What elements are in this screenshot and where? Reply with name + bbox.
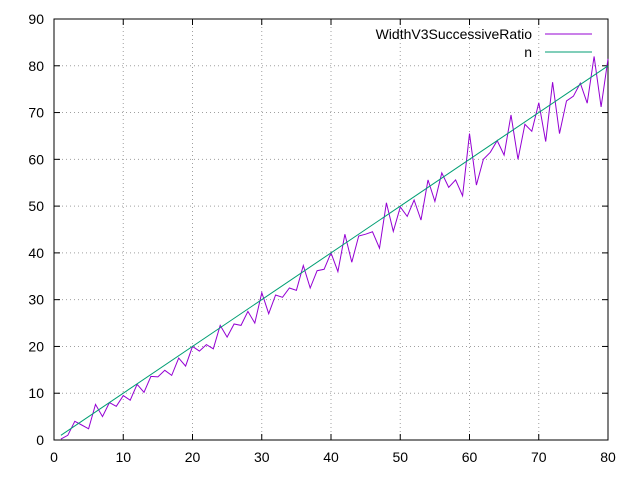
legend-label: n xyxy=(524,44,532,60)
x-tick-label: 30 xyxy=(254,449,270,465)
y-tick-label: 50 xyxy=(28,198,44,214)
legend: WidthV3SuccessiveRatio n xyxy=(376,26,592,60)
y-tick-label: 70 xyxy=(28,105,44,121)
x-tick-label: 50 xyxy=(392,449,408,465)
y-tick-label: 90 xyxy=(28,11,44,27)
x-tick-label: 20 xyxy=(185,449,201,465)
x-tick-label: 60 xyxy=(462,449,478,465)
y-tick-label: 10 xyxy=(28,385,44,401)
y-tick-label: 20 xyxy=(28,338,44,354)
x-tick-label: 70 xyxy=(531,449,547,465)
axis-tick-labels: 0 10 20 30 40 50 60 70 80 0 10 20 30 40 50 60 70 80 90 xyxy=(28,11,616,465)
series-lines xyxy=(60,56,609,440)
plot-frame xyxy=(53,18,609,441)
legend-label: WidthV3SuccessiveRatio xyxy=(376,26,533,42)
x-tick-label: 10 xyxy=(115,449,131,465)
y-tick-label: 30 xyxy=(28,292,44,308)
grid-lines xyxy=(54,19,608,440)
y-tick-label: 80 xyxy=(28,58,44,74)
y-tick-label: 60 xyxy=(28,151,44,167)
y-tick-label: 40 xyxy=(28,245,44,261)
y-tick-label: 0 xyxy=(36,432,44,448)
x-tick-label: 0 xyxy=(50,449,58,465)
axis-ticks xyxy=(53,18,609,441)
series-line-widthv3successiveratio xyxy=(60,56,609,440)
x-tick-label: 40 xyxy=(323,449,339,465)
x-tick-label: 80 xyxy=(600,449,616,465)
series-line-n xyxy=(60,65,609,436)
